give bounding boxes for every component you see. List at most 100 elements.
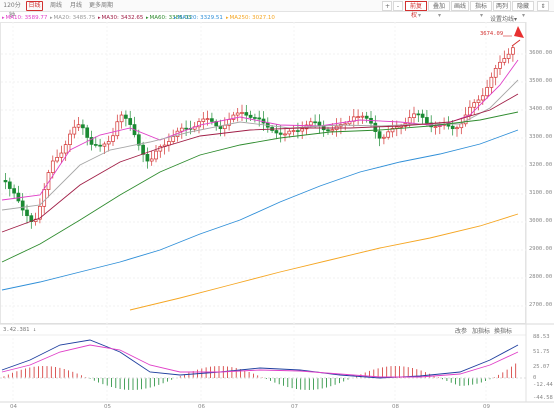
edit-params-button[interactable]: 改参 bbox=[455, 328, 468, 335]
candlestick bbox=[420, 113, 425, 118]
chevron-down-icon: ▾ bbox=[437, 12, 441, 19]
candlestick bbox=[308, 121, 313, 126]
indicator-dropdown[interactable]: 指标 ▾ bbox=[470, 1, 492, 19]
ma10-value: MA10: 3589.77 bbox=[5, 15, 48, 21]
ma-settings-button[interactable]: 设置均线▾ bbox=[490, 14, 517, 23]
candlestick bbox=[498, 61, 502, 69]
triangle-icon: ▸ bbox=[146, 15, 149, 21]
candlestick bbox=[360, 115, 365, 118]
candlestick bbox=[390, 127, 395, 133]
ma60-line bbox=[1, 111, 519, 263]
candlestick bbox=[149, 158, 154, 162]
candlestick bbox=[244, 112, 249, 116]
candlestick bbox=[145, 153, 150, 162]
candlestick bbox=[205, 118, 210, 120]
triangle-icon: ▸ bbox=[174, 15, 177, 21]
add-indicator-button[interactable]: 加指标 bbox=[472, 328, 491, 335]
indicator-axis-label: 0 bbox=[533, 375, 537, 381]
candlestick bbox=[240, 112, 244, 114]
candlestick bbox=[111, 135, 115, 142]
tab-monthly[interactable]: 月线 bbox=[69, 2, 82, 9]
candlestick bbox=[416, 113, 421, 116]
overlay-dropdown[interactable]: 叠加 ▾ bbox=[428, 1, 450, 19]
adjust-dropdown[interactable]: 前复权▾ bbox=[405, 1, 427, 19]
triangle-icon: ▸ bbox=[226, 15, 229, 21]
candlestick bbox=[278, 132, 283, 135]
candlestick bbox=[511, 47, 515, 55]
candlestick bbox=[7, 181, 12, 189]
hide-dropdown[interactable]: 隐藏 ▾ bbox=[512, 1, 534, 19]
tab-more-periods[interactable]: 更多周期 bbox=[88, 2, 113, 9]
zoom-in-button[interactable]: + bbox=[382, 1, 392, 11]
arrow-down-icon: ↓ bbox=[32, 327, 37, 333]
date-axis-label: 06 bbox=[198, 404, 205, 410]
date-axis-label: 08 bbox=[392, 404, 399, 410]
candlestick bbox=[85, 127, 90, 138]
candlestick bbox=[356, 116, 360, 118]
price-axis-label: 2900.00 bbox=[529, 246, 553, 252]
triangle-icon: ▸ bbox=[2, 15, 5, 21]
price-axis-label: 3400.00 bbox=[529, 106, 553, 112]
ma30-legend: ▸MA30: 3432.65 bbox=[98, 15, 143, 21]
candlestick bbox=[179, 127, 184, 132]
candlestick bbox=[46, 172, 51, 190]
candlestick bbox=[446, 123, 451, 127]
ma20-legend: ▸MA20: 3485.75 bbox=[50, 15, 95, 21]
ma20-line bbox=[1, 79, 519, 211]
date-axis-label: 09 bbox=[483, 404, 490, 410]
candlestick bbox=[502, 58, 507, 63]
indicator-axis-label: 25.07 bbox=[533, 364, 550, 370]
triangle-icon: ▸ bbox=[50, 15, 53, 21]
candlestick bbox=[433, 126, 438, 128]
candlestick bbox=[386, 131, 391, 138]
ma120-value: MA120: 3329.51 bbox=[177, 15, 223, 21]
candlestick bbox=[38, 205, 42, 220]
candlestick bbox=[231, 114, 236, 120]
chevron-down-icon: ▾ bbox=[521, 12, 525, 19]
high-price-marker: 3674.09 bbox=[480, 31, 504, 37]
candlestick bbox=[171, 136, 176, 142]
ma120-line bbox=[1, 129, 519, 291]
hide-label: 隐藏 bbox=[516, 3, 529, 10]
candlestick bbox=[16, 192, 21, 202]
two-columns-button[interactable]: 两列 bbox=[493, 1, 511, 11]
candlestick bbox=[68, 133, 72, 145]
tab-120min[interactable]: 120分钟 bbox=[3, 2, 21, 19]
candlestick bbox=[222, 124, 227, 130]
candlestick bbox=[399, 125, 403, 128]
price-axis-label: 2700.00 bbox=[529, 302, 553, 308]
indicator-axis-label: 88.53 bbox=[533, 334, 550, 340]
candlestick bbox=[210, 118, 214, 122]
candlestick bbox=[489, 76, 494, 88]
candlestick bbox=[119, 114, 124, 123]
candlestick bbox=[128, 118, 133, 125]
chevron-down-icon: ▾ bbox=[479, 12, 483, 19]
ma-settings-label: 设置均线 bbox=[490, 16, 515, 23]
candlestick bbox=[330, 129, 335, 132]
candlestick bbox=[184, 127, 188, 130]
price-axis-label: 3600.00 bbox=[529, 50, 553, 56]
tab-daily[interactable]: 日线 bbox=[26, 1, 43, 11]
candlestick bbox=[12, 188, 16, 194]
draw-line-button[interactable]: 画线 bbox=[451, 1, 469, 11]
candlestick bbox=[459, 123, 464, 129]
zoom-out-button[interactable]: - bbox=[393, 1, 403, 11]
ma120-legend: ▸MA120: 3329.51 bbox=[174, 15, 223, 21]
candlestick bbox=[25, 209, 29, 217]
candlestick bbox=[42, 189, 47, 207]
change-indicator-button[interactable]: 换指标 bbox=[494, 328, 513, 335]
candlestick bbox=[72, 126, 77, 135]
arrow-up-icon bbox=[514, 26, 524, 38]
candlestick bbox=[197, 121, 201, 128]
candlestick bbox=[115, 121, 120, 137]
price-axis-label: 3200.00 bbox=[529, 162, 553, 168]
candlestick bbox=[364, 115, 369, 119]
ma250-legend: ▸MA250: 3027.10 bbox=[226, 15, 275, 21]
expand-icon[interactable]: ⇕ bbox=[537, 1, 549, 11]
candlestick bbox=[55, 157, 59, 162]
candlestick bbox=[485, 87, 489, 97]
indicator-axis-label: -44.58 bbox=[533, 395, 553, 401]
tab-weekly[interactable]: 周线 bbox=[49, 2, 62, 9]
candlestick bbox=[136, 134, 141, 146]
